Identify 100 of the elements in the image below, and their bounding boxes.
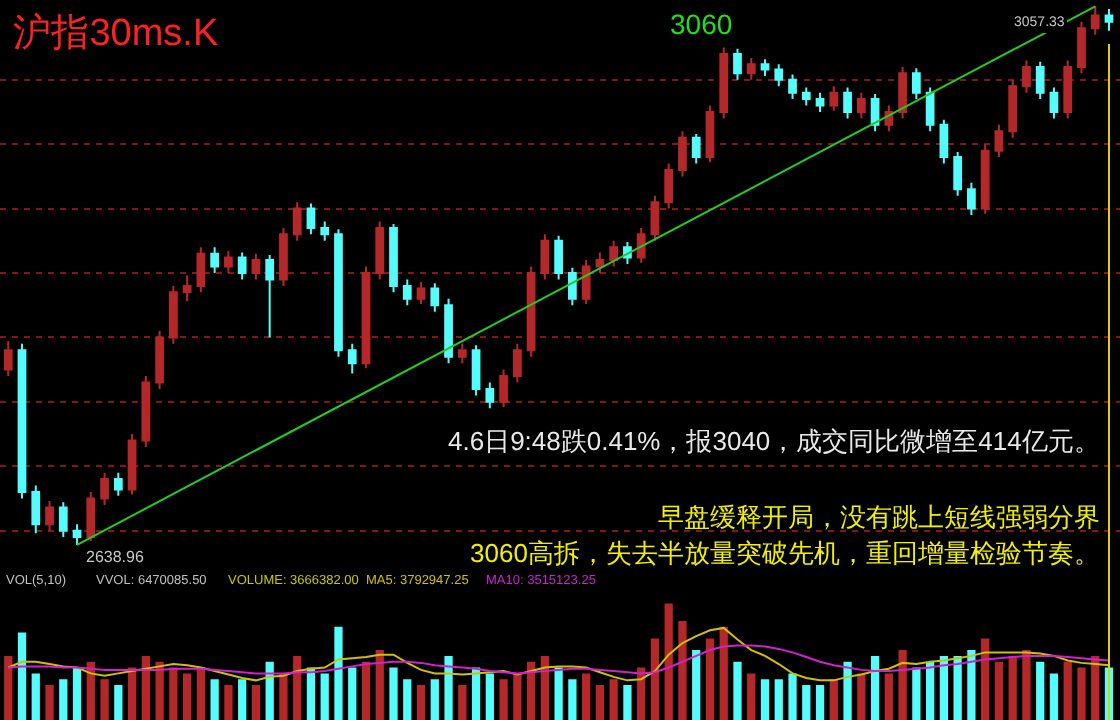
candlestick bbox=[292, 201, 302, 242]
candlestick bbox=[361, 265, 371, 370]
bar bbox=[444, 655, 453, 720]
bar bbox=[595, 685, 605, 720]
candlestick bbox=[182, 274, 192, 303]
bar bbox=[554, 667, 563, 720]
candlestick bbox=[100, 471, 109, 506]
bar bbox=[224, 685, 233, 720]
bar bbox=[155, 661, 164, 720]
candlestick bbox=[1063, 59, 1073, 120]
bar bbox=[334, 626, 343, 720]
candlestick bbox=[141, 375, 151, 448]
bar bbox=[183, 673, 192, 720]
candlestick bbox=[1077, 20, 1086, 75]
bar bbox=[320, 673, 329, 720]
candlestick bbox=[705, 104, 715, 164]
candlestick bbox=[1035, 60, 1045, 101]
candlestick bbox=[237, 251, 247, 281]
candlestick bbox=[595, 251, 605, 275]
bar bbox=[609, 679, 618, 720]
bar bbox=[870, 655, 880, 720]
bar bbox=[650, 638, 660, 720]
bar bbox=[1022, 650, 1031, 720]
bar bbox=[760, 679, 770, 720]
candlestick bbox=[664, 162, 674, 210]
bar bbox=[774, 679, 783, 720]
candlestick bbox=[898, 65, 907, 120]
bar bbox=[31, 673, 40, 720]
candlestick bbox=[678, 130, 687, 178]
annotation: 4.6日9:48跌0.41%，报3040，成交同比微增至414亿元。 bbox=[448, 426, 1100, 456]
candlestick bbox=[554, 234, 563, 281]
candlestick bbox=[967, 181, 976, 217]
candlestick bbox=[1008, 78, 1018, 139]
candlestick bbox=[815, 91, 825, 113]
candlestick bbox=[375, 220, 385, 281]
bar bbox=[568, 679, 577, 720]
bar bbox=[114, 685, 123, 720]
bar bbox=[747, 673, 756, 720]
bar bbox=[1049, 673, 1059, 720]
candlestick bbox=[210, 246, 220, 275]
bar bbox=[59, 679, 68, 720]
candlestick bbox=[251, 252, 261, 281]
candlestick bbox=[31, 484, 41, 535]
candlestick bbox=[127, 433, 137, 496]
bar bbox=[981, 638, 990, 720]
candlestick bbox=[512, 342, 522, 384]
candlestick bbox=[334, 228, 343, 358]
candlestick bbox=[856, 91, 866, 120]
candlestick bbox=[45, 500, 54, 532]
annotation: 早盘缓释开局，没有跳上短线强弱分界 bbox=[658, 502, 1100, 532]
candlestick bbox=[540, 233, 550, 281]
candlestick bbox=[279, 226, 288, 287]
bar bbox=[733, 661, 742, 720]
candlestick bbox=[265, 253, 275, 339]
candlestick bbox=[691, 132, 701, 165]
candlestick bbox=[1090, 4, 1100, 36]
candlestick bbox=[471, 344, 481, 397]
candlestick bbox=[568, 266, 577, 307]
bar bbox=[678, 620, 687, 720]
candlestick bbox=[829, 85, 839, 112]
bar bbox=[526, 661, 536, 720]
candlestick bbox=[843, 86, 852, 120]
candlestick bbox=[499, 368, 508, 408]
candlestick bbox=[3, 340, 13, 378]
candlestick bbox=[113, 471, 123, 497]
candlestick bbox=[733, 47, 742, 81]
bar bbox=[210, 679, 219, 720]
bar bbox=[788, 673, 797, 720]
bar bbox=[513, 673, 522, 720]
bar bbox=[692, 650, 701, 720]
candlestick bbox=[801, 86, 811, 107]
bar bbox=[169, 667, 178, 720]
candlestick bbox=[347, 342, 357, 375]
bar bbox=[265, 661, 274, 720]
bar bbox=[100, 679, 109, 720]
bar bbox=[279, 673, 288, 720]
candlestick bbox=[320, 220, 330, 242]
candlestick bbox=[169, 284, 178, 345]
candlestick bbox=[788, 73, 797, 101]
candlestick bbox=[457, 342, 467, 365]
bar bbox=[898, 650, 907, 720]
bar bbox=[1036, 661, 1045, 720]
bar bbox=[458, 685, 467, 720]
bar bbox=[582, 673, 591, 720]
candlestick bbox=[581, 259, 591, 305]
candlestick bbox=[86, 491, 96, 542]
bar bbox=[72, 667, 82, 720]
bar bbox=[884, 673, 893, 720]
bar bbox=[540, 655, 549, 720]
candlestick bbox=[17, 342, 27, 500]
bar bbox=[127, 667, 137, 720]
candlestick bbox=[72, 523, 82, 546]
bar bbox=[416, 685, 426, 720]
bar bbox=[361, 661, 371, 720]
bar bbox=[1091, 655, 1100, 720]
bar bbox=[86, 661, 95, 720]
candlestick bbox=[609, 239, 619, 268]
bar bbox=[17, 632, 27, 720]
candlestick bbox=[939, 118, 949, 165]
bar bbox=[430, 679, 439, 720]
